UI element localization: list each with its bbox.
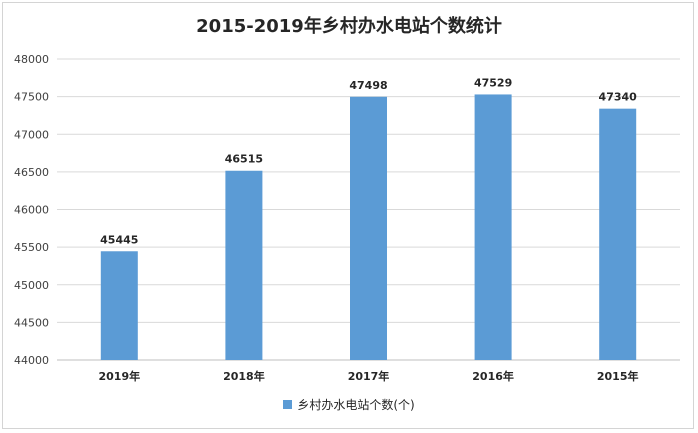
bar xyxy=(599,108,637,360)
bars xyxy=(100,94,637,360)
bar xyxy=(225,170,263,360)
y-tick-label: 46000 xyxy=(14,204,49,217)
legend-swatch xyxy=(283,400,293,409)
data-label: 45445 xyxy=(100,233,138,246)
y-tick-label: 48000 xyxy=(14,53,49,66)
bar xyxy=(100,251,138,360)
legend-label: 乡村办水电站个数(个) xyxy=(297,398,415,412)
y-tick-label: 45500 xyxy=(14,241,49,254)
data-label: 47529 xyxy=(474,76,512,89)
data-label: 47498 xyxy=(349,79,387,92)
data-label: 46515 xyxy=(225,153,263,166)
labels: 44000 44500 45000 45500 46000 46500 47000 47500… xyxy=(14,53,639,383)
y-tick-label: 46500 xyxy=(14,166,49,179)
x-tick-label: 2017年 xyxy=(348,369,390,383)
bar xyxy=(350,96,387,360)
x-tick-label: 2015年 xyxy=(597,369,639,383)
y-tick-label: 44000 xyxy=(14,354,49,367)
y-tick-label: 44500 xyxy=(14,316,49,329)
y-tick-label: 47500 xyxy=(14,91,49,104)
x-tick-label: 2019年 xyxy=(98,369,140,383)
bar xyxy=(474,94,512,360)
data-label: 47340 xyxy=(599,91,638,104)
chart-title: 2015-2019年乡村办水电站个数统计 xyxy=(196,16,502,37)
y-tick-label: 45000 xyxy=(14,279,49,292)
x-tick-label: 2016年 xyxy=(472,369,514,383)
legend: 乡村办水电站个数(个) xyxy=(0,396,698,413)
y-tick-label: 47000 xyxy=(14,128,49,141)
x-tick-label: 2018年 xyxy=(223,369,265,383)
